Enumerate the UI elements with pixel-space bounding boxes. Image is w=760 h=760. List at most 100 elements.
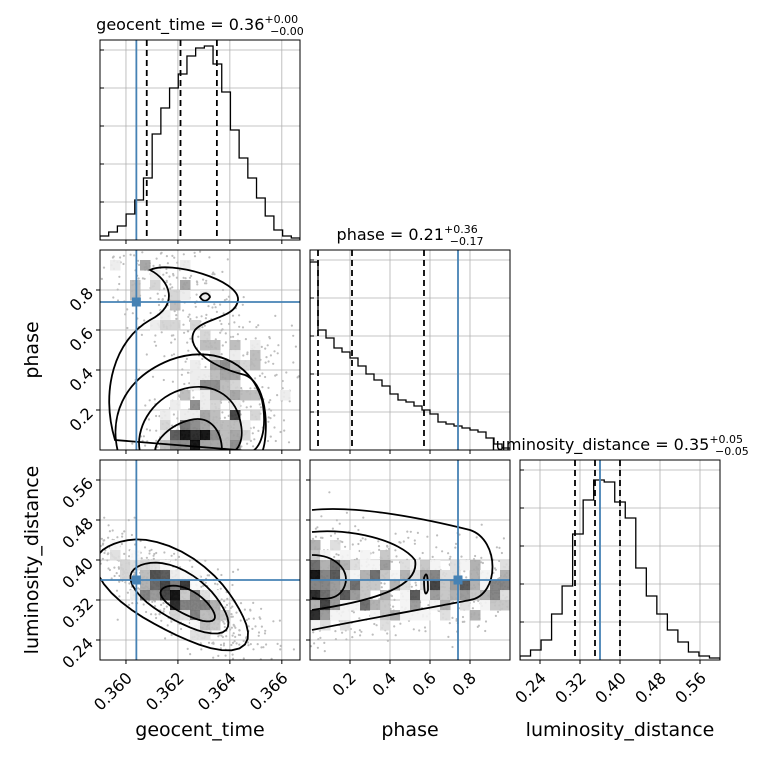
sample-point: [451, 645, 454, 649]
sample-point: [184, 360, 187, 363]
density-cell: [170, 430, 181, 441]
density-cell: [380, 570, 391, 581]
sample-point: [221, 288, 225, 292]
sample-point: [89, 577, 91, 579]
density-cell: [200, 630, 211, 641]
sample-point: [200, 315, 203, 318]
sample-point: [210, 451, 212, 453]
sample-point: [276, 352, 279, 355]
sample-point: [115, 572, 118, 575]
sample-point: [151, 600, 154, 604]
sample-point: [475, 536, 478, 539]
sample-point: [241, 303, 244, 306]
density-cell: [170, 300, 181, 311]
sample-point: [266, 439, 270, 443]
x-axis-label-luminosity_distance: luminosity_distance: [526, 719, 715, 741]
sample-point: [232, 570, 235, 574]
sample-point: [360, 630, 363, 633]
sample-point: [225, 603, 229, 607]
sample-point: [235, 611, 238, 614]
sample-point: [383, 582, 386, 585]
sample-point: [182, 309, 185, 312]
contour-line: [100, 538, 249, 652]
sample-point: [133, 516, 136, 519]
sample-point: [165, 255, 168, 258]
sample-point: [394, 549, 397, 552]
sample-point: [395, 555, 398, 558]
sample-point: [92, 248, 94, 250]
sample-point: [484, 629, 487, 633]
contours: [311, 508, 494, 631]
sample-point: [247, 625, 250, 628]
sample-point: [170, 633, 173, 637]
sample-point: [165, 267, 168, 271]
density-cell: [190, 620, 201, 631]
density-cell: [230, 390, 241, 401]
sample-point: [182, 253, 185, 256]
sample-point: [184, 277, 187, 280]
sample-point: [372, 551, 375, 554]
density-cell: [310, 540, 321, 551]
sample-point: [252, 617, 255, 620]
sample-point: [334, 630, 337, 633]
sample-point: [223, 299, 226, 302]
sample-point: [321, 536, 324, 540]
density-cell: [460, 580, 471, 591]
contour-line: [114, 353, 265, 450]
density-cell: [180, 390, 191, 401]
density-cell: [330, 590, 341, 601]
sample-point: [494, 614, 497, 618]
sample-point: [394, 634, 397, 637]
x-tick-label-luminosity_distance: 0.24: [511, 668, 550, 707]
sample-point: [219, 587, 222, 590]
sample-point: [103, 516, 106, 519]
sample-point: [194, 452, 196, 454]
sample-point: [211, 452, 213, 454]
y-tick-label-luminosity_distance: 0.32: [58, 594, 97, 633]
sample-point: [246, 442, 249, 445]
sample-point: [153, 552, 156, 556]
sample-point: [116, 618, 119, 621]
sample-point: [154, 344, 158, 347]
density-cell: [190, 360, 201, 371]
sample-point: [199, 642, 202, 645]
sample-point: [292, 361, 295, 364]
sample-point: [216, 244, 218, 246]
density-cell: [330, 600, 341, 611]
density-cell: [320, 600, 331, 611]
sample-point: [188, 276, 192, 279]
density-cell: [350, 580, 361, 591]
density-cell: [190, 590, 201, 601]
sample-point: [145, 428, 148, 431]
sample-point: [191, 453, 193, 455]
sample-point: [224, 606, 227, 609]
density-cell: [210, 420, 221, 431]
sample-point: [194, 305, 197, 308]
density-cell: [160, 560, 171, 571]
sample-point: [431, 555, 434, 559]
sample-point: [246, 353, 249, 356]
density-cell: [430, 590, 441, 601]
sample-point: [245, 618, 248, 622]
sample-point: [213, 303, 216, 306]
density-cell: [400, 590, 411, 601]
density-cell: [400, 560, 411, 571]
sample-point: [153, 398, 156, 401]
sample-point: [195, 280, 198, 283]
sample-point: [162, 378, 165, 382]
sample-point: [166, 624, 169, 627]
sample-point: [228, 322, 231, 325]
truth-marker: [131, 575, 141, 585]
sample-point: [231, 583, 234, 587]
density-cell: [200, 440, 211, 450]
sample-point: [107, 524, 110, 527]
sample-point: [174, 558, 177, 561]
density-cell: [190, 430, 201, 441]
density-cell: [160, 570, 171, 581]
sample-point: [111, 256, 114, 259]
sample-point: [458, 533, 461, 536]
sample-point: [189, 317, 192, 321]
sample-point: [169, 283, 172, 286]
sample-point: [378, 548, 381, 552]
sample-point: [329, 534, 333, 538]
